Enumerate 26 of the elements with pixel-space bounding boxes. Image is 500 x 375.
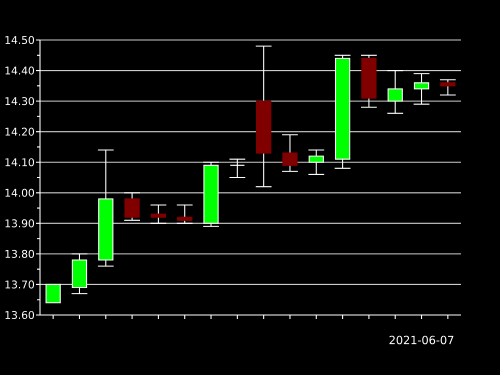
candlestick [176, 204, 194, 224]
y-tick-label: 14.20 [5, 128, 34, 136]
y-tick-label: 13.70 [5, 280, 34, 288]
y-tick-label: 13.90 [5, 219, 34, 228]
candlestick [97, 149, 114, 267]
candlestick [360, 54, 378, 108]
y-tick-label: 14.50 [5, 36, 34, 44]
candlestick [413, 73, 430, 105]
candlestick [308, 149, 325, 175]
candlestick [334, 54, 352, 169]
candlestick [71, 253, 88, 294]
y-tick-label: 14.40 [5, 66, 34, 75]
candlestick [439, 79, 456, 96]
candlestick [255, 46, 272, 188]
y-tick-label: 14.00 [5, 188, 34, 197]
candlestick [150, 204, 167, 224]
candlestick [228, 158, 246, 178]
text: 2021-06-07 [390, 336, 454, 344]
y-tick-label: 13.60 [5, 310, 34, 320]
y-tick-label: 14.30 [5, 97, 34, 106]
candlestick [386, 70, 404, 114]
candlestick [282, 134, 298, 172]
y-tick-label: 13.80 [5, 250, 34, 258]
y-tick-label: 14.10 [5, 158, 34, 166]
candlestick [124, 192, 141, 221]
candlestick [202, 162, 220, 227]
